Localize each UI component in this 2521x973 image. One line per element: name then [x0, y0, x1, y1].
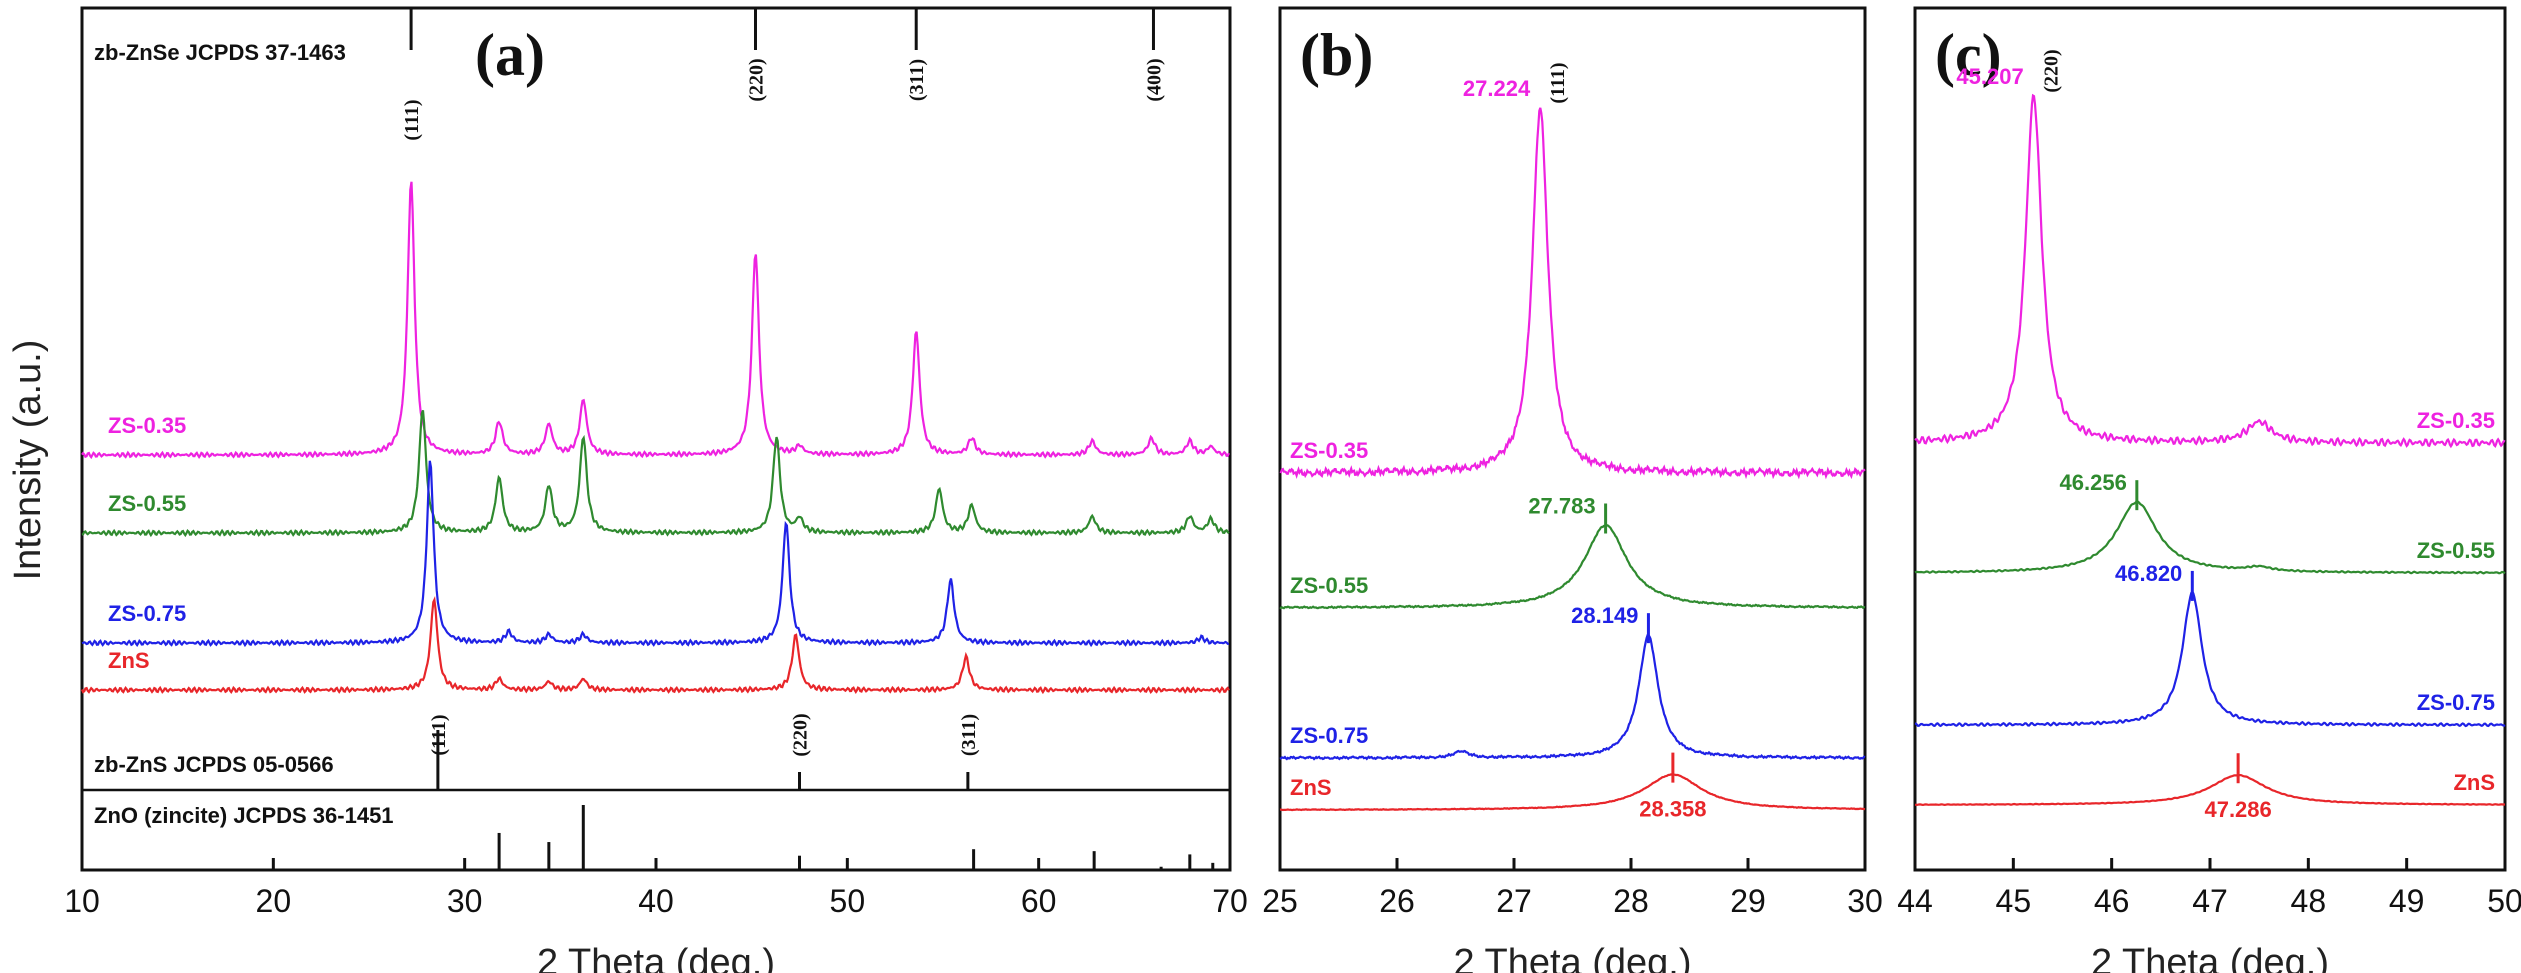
znse-hkl-label: (311): [906, 59, 928, 101]
panel-c-xtick-label: 47: [2192, 883, 2228, 919]
panel-a-frame: [80, 6, 1232, 872]
panel-c-letter: (c): [1935, 22, 2002, 88]
panel-a-xtick-label: 50: [830, 883, 866, 919]
panel-c-x-axis-label: 2 Theta (deg.): [2091, 942, 2329, 973]
panel-c-series-zs-055: [1914, 500, 2506, 575]
panel-b-series-zs-055: [1279, 524, 1866, 610]
panel-b-xtick-label: 30: [1847, 883, 1883, 919]
panel-b-xtick-label: 25: [1262, 883, 1298, 919]
panel-c-frame: [1913, 6, 2507, 872]
panel-a-letter: (a): [475, 22, 545, 88]
panel-c-series-label: ZnS: [2453, 770, 2495, 795]
panel-c-xtick-label: 50: [2487, 883, 2521, 919]
panel-a-xtick-label: 30: [447, 883, 483, 919]
panel-c-series-zs-075: [1914, 589, 2506, 728]
znse-hkl-label: (400): [1143, 58, 1165, 101]
panel-a-series-zs-055: [81, 410, 1230, 538]
panel-a-xtick-label: 70: [1212, 883, 1248, 919]
zno-reference-label: ZnO (zincite) JCPDS 36-1451: [94, 803, 394, 828]
panel-c-xtick-label: 49: [2389, 883, 2425, 919]
panel-a-series-label: ZnS: [108, 648, 150, 673]
panel-a-xtick-label: 60: [1021, 883, 1057, 919]
panel-b-peak-label: 27.224: [1463, 76, 1531, 101]
panel-b-hkl-label: (111): [1547, 62, 1569, 103]
znse-hkl-label: (220): [745, 58, 767, 101]
panel-b-peak-label: 28.149: [1571, 603, 1638, 628]
panel-b-frame: [1278, 6, 1867, 872]
panel-b-letter: (b): [1300, 22, 1373, 88]
panel-c-series-label: ZS-0.35: [2417, 408, 2495, 433]
panel-b-peak-label: 28.358: [1639, 797, 1706, 822]
panel-b-series-label: ZS-0.75: [1290, 723, 1368, 748]
panel-a-series-label: ZS-0.35: [108, 413, 186, 438]
panel-c-series-zs-035: [1914, 93, 2506, 449]
znse-reference-label: zb-ZnSe JCPDS 37-1463: [94, 40, 346, 65]
panel-b-xtick-label: 28: [1613, 883, 1649, 919]
zns-reference-label: zb-ZnS JCPDS 05-0566: [94, 752, 334, 777]
panel-a-x-axis-label: 2 Theta (deg.): [537, 942, 775, 973]
panel-b-x-axis-label: 2 Theta (deg.): [1453, 942, 1691, 973]
panel-c-series-zns: [1914, 774, 2505, 807]
panel-a-xtick-label: 10: [64, 883, 100, 919]
panel-a-series-label: ZS-0.55: [108, 491, 186, 516]
panel-b-series-label: ZnS: [1290, 775, 1332, 800]
panel-a-series-label: ZS-0.75: [108, 601, 186, 626]
panel-b-series-label: ZS-0.55: [1290, 573, 1368, 598]
panel-c-xtick-label: 45: [1996, 883, 2032, 919]
panel-c-peak-label: 47.286: [2204, 797, 2271, 822]
panel-c-series-label: ZS-0.75: [2417, 690, 2495, 715]
panel-a-xtick-label: 40: [638, 883, 674, 919]
panel-c-xtick-label: 44: [1897, 883, 1933, 919]
zns-hkl-label: (311): [958, 714, 980, 756]
panel-b-series-zs-035: [1279, 107, 1866, 480]
panel-a-xtick-label: 20: [256, 883, 292, 919]
panel-a-series-zs-075: [81, 460, 1229, 648]
panel-c-xtick-label: 46: [2094, 883, 2130, 919]
panel-c-peak-label: 46.256: [2060, 470, 2127, 495]
panel-b-xtick-label: 26: [1379, 883, 1415, 919]
znse-hkl-label: (111): [401, 99, 423, 140]
zns-hkl-label: (111): [428, 714, 450, 755]
panel-b-series-zs-075: [1279, 633, 1866, 761]
panel-b-xtick-label: 29: [1730, 883, 1766, 919]
y-axis-label: Intensity (a.u.): [7, 340, 49, 581]
panel-b-peak-label: 27.783: [1528, 494, 1595, 519]
panel-b-series-zns: [1279, 773, 1866, 812]
panel-c-peak-label: 45.207: [1956, 64, 2023, 89]
panel-c-peak-label: 46.820: [2115, 561, 2182, 586]
panel-a-series-zns: [80, 596, 1230, 695]
panel-b-xtick-label: 27: [1496, 883, 1532, 919]
panel-c-series-label: ZS-0.55: [2417, 538, 2495, 563]
panel-c-xtick-label: 48: [2291, 883, 2327, 919]
panel-a-series-zs-035: [81, 181, 1230, 460]
panel-b-series-label: ZS-0.35: [1290, 438, 1368, 463]
zns-hkl-label: (220): [790, 713, 812, 756]
panel-c-hkl-label: (220): [2041, 49, 2063, 92]
